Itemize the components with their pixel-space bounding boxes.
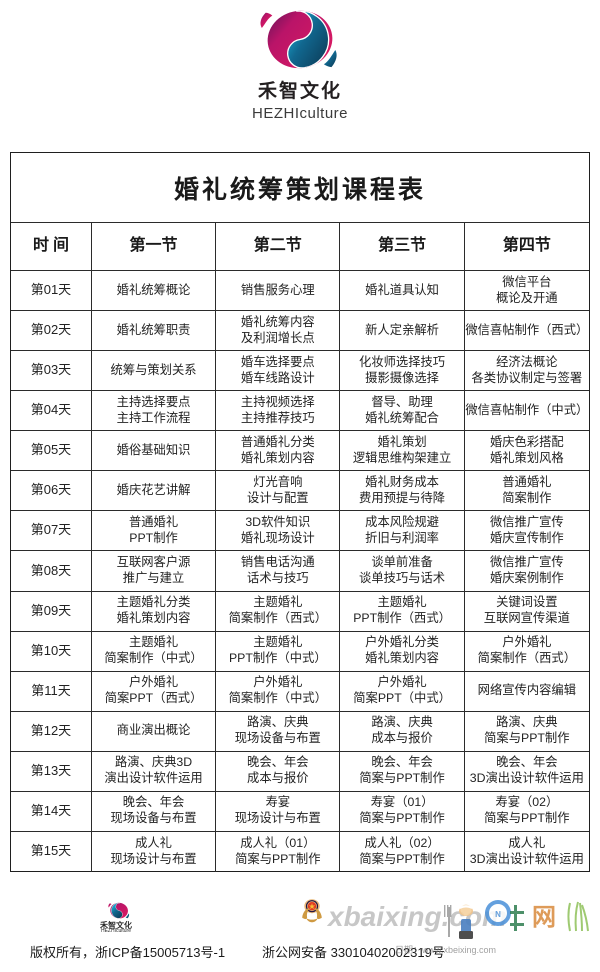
- svg-text:N: N: [495, 910, 501, 919]
- svg-text:网: 网: [532, 904, 556, 931]
